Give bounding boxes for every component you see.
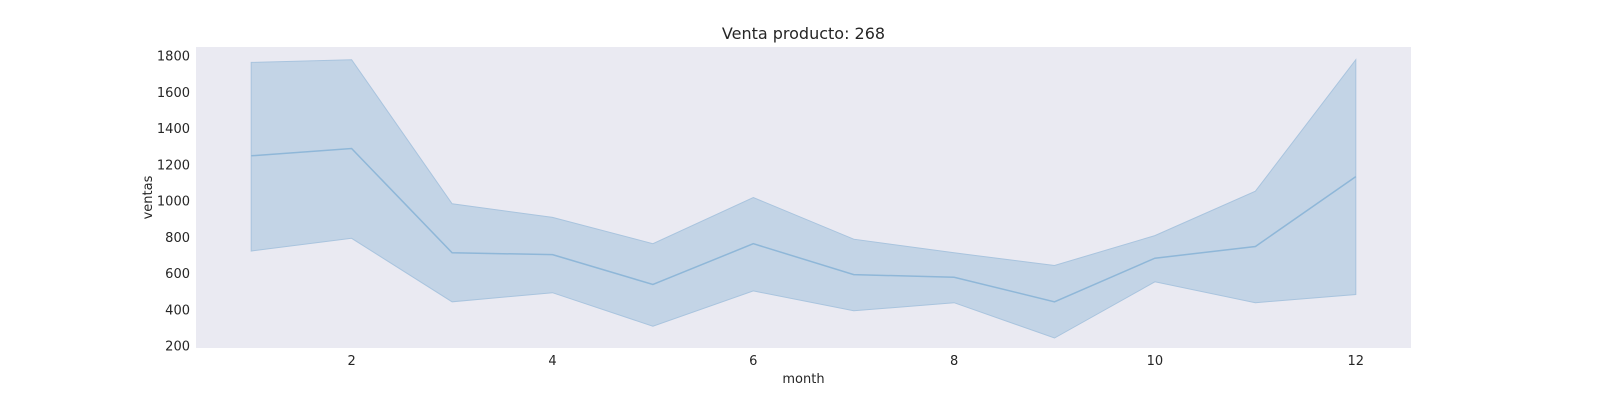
x-tick-labels: 2 4 6 8 10 12	[347, 354, 1364, 369]
y-tick-label: 400	[165, 303, 190, 318]
x-tick-label: 8	[950, 354, 958, 369]
y-tick-label: 800	[165, 231, 190, 246]
y-tick-label: 1400	[157, 122, 190, 137]
y-tick-label: 1600	[157, 86, 190, 101]
series-line	[251, 147, 1357, 303]
y-axis-label: ventas	[141, 175, 156, 219]
series-line-layer	[251, 147, 1357, 303]
y-tick-label: 600	[165, 267, 190, 282]
y-tick-label: 1000	[157, 195, 190, 210]
x-tick-label: 2	[347, 354, 355, 369]
x-tick-label: 6	[749, 354, 757, 369]
y-tick-label: 200	[165, 340, 190, 355]
confidence-band	[250, 58, 1357, 339]
x-tick-label: 4	[548, 354, 556, 369]
y-tick-label: 1800	[157, 50, 190, 65]
y-tick-label: 1200	[157, 158, 190, 173]
confidence-band-layer	[250, 58, 1357, 339]
y-tick-labels: 200 400 600 800 1000 1200 1400 1600 1800	[157, 50, 190, 355]
chart-title: Venta producto: 268	[722, 24, 885, 43]
x-tick-label: 12	[1348, 354, 1365, 369]
x-axis-label: month	[782, 372, 824, 387]
x-tick-label: 10	[1147, 354, 1164, 369]
